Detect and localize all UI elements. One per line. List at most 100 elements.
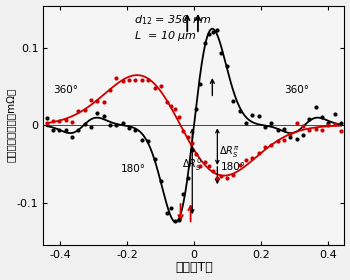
Point	[176, 218, 182, 222]
Point	[206, 163, 212, 168]
Point	[88, 125, 94, 130]
Point	[126, 78, 132, 82]
Text: 360°: 360°	[54, 85, 78, 95]
Point	[275, 127, 281, 132]
Point	[189, 141, 195, 146]
Point	[338, 129, 344, 134]
Point	[158, 179, 164, 183]
Point	[101, 114, 107, 119]
Point	[44, 120, 50, 125]
Point	[152, 86, 157, 91]
Point	[300, 133, 306, 137]
Point	[101, 100, 107, 104]
Text: $\Delta R_S^{0}$: $\Delta R_S^{0}$	[182, 156, 202, 173]
Point	[57, 127, 62, 132]
Point	[57, 119, 62, 123]
Point	[250, 155, 255, 160]
Point	[243, 157, 249, 162]
Point	[215, 28, 220, 32]
Point	[268, 121, 274, 125]
Text: $d_{12}$ = 350 nm
$L$  = 10 μm: $d_{12}$ = 350 nm $L$ = 10 μm	[134, 13, 211, 43]
Point	[210, 168, 216, 173]
Point	[288, 132, 293, 136]
Point	[193, 107, 199, 111]
Point	[120, 121, 126, 125]
Point	[107, 87, 113, 92]
Point	[206, 32, 212, 37]
Point	[120, 79, 126, 83]
Point	[69, 134, 75, 139]
Point	[107, 123, 113, 127]
Point	[319, 115, 325, 119]
Point	[202, 160, 208, 164]
X-axis label: 磁場（T）: 磁場（T）	[175, 262, 213, 274]
Point	[63, 118, 69, 122]
Point	[76, 109, 81, 113]
Point	[114, 75, 119, 80]
Point	[294, 121, 300, 125]
Point	[44, 116, 50, 121]
Point	[224, 176, 230, 180]
Point	[256, 151, 261, 155]
Text: 180°: 180°	[120, 164, 145, 174]
Point	[139, 78, 145, 82]
Point	[256, 114, 261, 118]
Point	[237, 163, 243, 167]
Point	[250, 113, 255, 118]
Point	[50, 119, 56, 123]
Point	[288, 134, 293, 139]
Point	[231, 172, 236, 177]
Point	[181, 192, 186, 196]
Point	[133, 78, 138, 82]
Point	[189, 148, 195, 153]
Text: $\Delta R_S^{\pi}$: $\Delta R_S^{\pi}$	[219, 144, 239, 160]
Point	[243, 121, 249, 125]
Point	[145, 78, 151, 82]
Point	[76, 128, 81, 132]
Point	[313, 127, 319, 132]
Point	[215, 176, 220, 180]
Point	[275, 139, 281, 143]
Point	[294, 137, 300, 142]
Y-axis label: スピン蓄積信号（mΩ）: スピン蓄積信号（mΩ）	[6, 88, 15, 162]
Point	[231, 98, 236, 103]
Point	[63, 128, 69, 133]
Point	[88, 98, 94, 102]
Point	[164, 100, 170, 104]
Point	[172, 219, 177, 223]
Point	[281, 127, 287, 131]
Point	[193, 151, 199, 156]
Point	[197, 164, 203, 169]
Point	[94, 99, 100, 104]
Point	[338, 121, 344, 126]
Point	[168, 206, 173, 210]
Point	[164, 211, 170, 215]
Point	[172, 107, 177, 111]
Text: 180°: 180°	[221, 162, 246, 172]
Point	[210, 30, 216, 35]
Point	[313, 105, 319, 110]
Point	[307, 127, 312, 132]
Point	[145, 139, 151, 143]
Point	[307, 117, 312, 121]
Point	[133, 127, 138, 132]
Point	[158, 83, 164, 88]
Point	[94, 111, 100, 115]
Point	[237, 108, 243, 113]
Point	[185, 135, 190, 139]
Point	[319, 128, 325, 132]
Point	[185, 175, 190, 180]
Point	[218, 174, 224, 178]
Point	[176, 115, 182, 119]
Text: 360°: 360°	[284, 85, 309, 95]
Point	[82, 107, 88, 112]
Point	[300, 124, 306, 129]
Point	[332, 122, 337, 127]
Point	[197, 82, 203, 86]
Point	[262, 125, 268, 129]
Point	[168, 104, 173, 109]
Point	[332, 112, 337, 116]
Point	[268, 143, 274, 147]
Point	[50, 127, 56, 132]
Point	[152, 157, 157, 161]
